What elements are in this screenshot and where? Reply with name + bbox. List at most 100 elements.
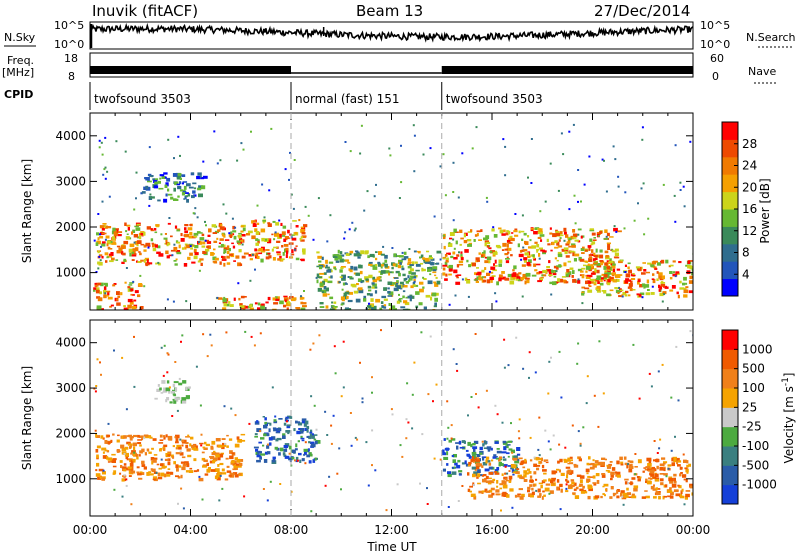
echo-cell xyxy=(349,277,354,280)
colorbar-swatch xyxy=(722,191,738,210)
echo-cell xyxy=(130,503,133,506)
echo-cell xyxy=(236,436,240,440)
echo-cell xyxy=(641,496,646,499)
echo-cell xyxy=(220,452,224,455)
echo-cell xyxy=(367,255,370,259)
echo-cell xyxy=(314,457,317,461)
echo-cell xyxy=(378,251,383,255)
echo-cell xyxy=(140,471,143,474)
echo-cell xyxy=(128,284,133,286)
echo-cell xyxy=(653,440,656,442)
echo-cell xyxy=(324,410,327,413)
echo-cell xyxy=(601,290,604,292)
echo-cell xyxy=(236,240,241,243)
echo-cell xyxy=(665,475,668,478)
echo-cell xyxy=(524,280,527,285)
echo-cell xyxy=(371,429,374,432)
echo-cell xyxy=(565,273,570,277)
echo-cell xyxy=(150,196,155,199)
echo-cell xyxy=(558,443,561,446)
echo-cell xyxy=(409,264,414,266)
echo-cell xyxy=(594,268,597,272)
echo-cell xyxy=(271,459,276,463)
echo-cell xyxy=(656,271,659,274)
echo-cell xyxy=(145,178,148,181)
echo-cell xyxy=(173,381,179,384)
echo-cell xyxy=(420,331,423,334)
echo-cell xyxy=(375,257,378,261)
echo-cell xyxy=(125,478,128,481)
echo-cell xyxy=(448,273,452,276)
echo-cell xyxy=(306,454,310,458)
echo-cell xyxy=(113,241,116,244)
echo-cell xyxy=(196,469,200,472)
echo-cell xyxy=(111,453,116,456)
echo-cell xyxy=(241,243,244,246)
echo-cell xyxy=(372,266,378,270)
echo-cell xyxy=(452,459,456,463)
echo-cell xyxy=(189,245,192,248)
echo-cell xyxy=(500,509,502,512)
echo-cell xyxy=(641,296,644,299)
echo-cell xyxy=(492,226,495,229)
echo-cell xyxy=(541,464,545,469)
echo-cell xyxy=(232,472,238,475)
echo-cell xyxy=(556,259,559,262)
echo-cell xyxy=(240,239,244,243)
echo-cell xyxy=(428,257,433,260)
echo-cell xyxy=(372,278,378,283)
echo-cell xyxy=(353,229,356,232)
echo-cell xyxy=(590,462,595,466)
echo-cell xyxy=(456,264,460,268)
freq-axis-left-top: 18 xyxy=(64,52,78,65)
echo-cell xyxy=(458,251,460,254)
echo-cell xyxy=(395,282,399,285)
echo-cell xyxy=(551,269,553,272)
echo-cell xyxy=(143,285,146,288)
echo-cell xyxy=(511,506,514,509)
echo-cell xyxy=(234,414,237,417)
echo-cell xyxy=(611,265,616,269)
echo-cell xyxy=(503,366,506,369)
echo-cell xyxy=(683,287,687,291)
echo-cell xyxy=(669,495,674,499)
echo-cell xyxy=(647,262,652,265)
echo-cell xyxy=(151,242,154,245)
echo-cell xyxy=(685,286,689,289)
echo-cell xyxy=(191,244,195,247)
echo-cell xyxy=(627,286,632,289)
echo-cell xyxy=(492,251,498,255)
echo-cell xyxy=(279,483,282,485)
echo-cell xyxy=(558,264,562,268)
echo-cell xyxy=(541,496,544,500)
echo-cell xyxy=(433,457,436,460)
echo-cell xyxy=(116,449,120,452)
echo-cell xyxy=(552,281,557,286)
echo-cell xyxy=(341,299,345,302)
echo-cell xyxy=(473,448,476,453)
echo-cell xyxy=(202,333,205,336)
echo-cell xyxy=(467,488,471,492)
echo-cell xyxy=(670,449,673,452)
echo-cell xyxy=(323,272,327,275)
echo-cell xyxy=(565,487,568,490)
echo-cell xyxy=(500,463,504,466)
echo-cell xyxy=(609,289,614,292)
echo-cell xyxy=(632,289,636,291)
echo-cell xyxy=(560,488,563,493)
echo-cell xyxy=(496,281,499,286)
echo-cell xyxy=(202,250,207,254)
echo-cell xyxy=(212,460,216,462)
echo-cell xyxy=(637,280,640,285)
echo-cell xyxy=(101,477,105,481)
echo-cell xyxy=(143,249,147,252)
echo-cell xyxy=(214,452,220,456)
echo-cell xyxy=(132,305,137,310)
echo-cell xyxy=(93,239,96,242)
echo-cell xyxy=(158,467,162,470)
echo-cell xyxy=(512,269,515,272)
echo-cell xyxy=(95,271,98,273)
echo-cell xyxy=(220,224,223,227)
echo-cell xyxy=(354,436,357,439)
echo-cell xyxy=(157,262,161,266)
